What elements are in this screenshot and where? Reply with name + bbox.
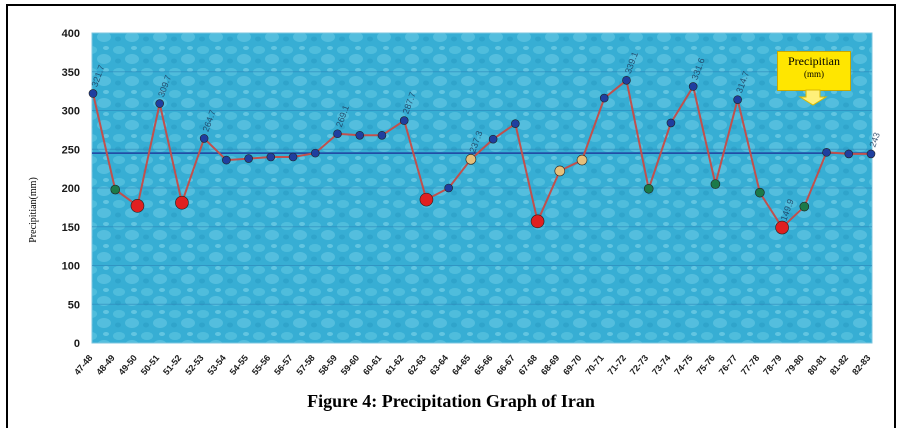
x-tick-label: 64-65 (450, 353, 472, 377)
data-point (688, 82, 698, 91)
x-tick-label: 75-76 (694, 353, 716, 377)
data-point (244, 154, 253, 163)
data-point (844, 149, 854, 159)
y-tick-label: 0 (74, 338, 80, 350)
data-label: 243 (867, 131, 882, 149)
data-point (465, 154, 477, 165)
data-point (822, 148, 831, 157)
data-point (799, 201, 810, 212)
x-tick-label: 70-71 (583, 353, 605, 377)
y-tick-label: 50 (68, 299, 80, 311)
x-tick-label: 55-56 (250, 353, 272, 377)
data-point (710, 179, 721, 189)
data-point (488, 134, 498, 144)
x-tick-label: 81-82 (828, 353, 850, 377)
y-tick-label: 300 (62, 106, 80, 118)
data-point (755, 187, 765, 198)
x-tick-label: 78-79 (761, 353, 783, 377)
legend-unit: (mm) (804, 69, 824, 79)
y-axis: 0 50 100 150 200 250 300 350 400 (62, 28, 80, 350)
data-point (775, 220, 789, 235)
x-tick-label: 68-69 (539, 353, 561, 377)
x-tick-label: 72-73 (628, 353, 650, 377)
legend-title: Precipitian (788, 54, 840, 68)
legend: Precipitian (mm) (777, 51, 851, 91)
data-point (175, 195, 189, 210)
data-point (377, 131, 387, 140)
data-point (511, 119, 520, 128)
x-tick-label: 69-70 (561, 353, 583, 377)
x-tick-label: 54-55 (228, 353, 250, 377)
x-tick-label: 80-81 (806, 353, 828, 377)
data-point (355, 131, 365, 140)
x-tick-label: 63-64 (428, 353, 450, 377)
y-tick-label: 150 (62, 222, 80, 234)
data-point (155, 99, 164, 108)
data-point (530, 214, 545, 229)
series-line (92, 78, 871, 230)
data-point (266, 152, 276, 162)
data-point (288, 152, 298, 162)
y-axis-label: Precipitian(mm) (28, 177, 39, 243)
data-point (599, 93, 609, 103)
x-tick-label: 67-68 (517, 353, 539, 377)
x-tick-label: 71-72 (606, 353, 628, 377)
y-tick-label: 350 (62, 67, 80, 79)
x-tick-label: 60-61 (361, 353, 383, 377)
data-point (444, 183, 453, 193)
x-tick-label: 48-49 (94, 353, 116, 377)
x-tick-label: 66-67 (494, 353, 516, 377)
data-point (733, 95, 742, 104)
figure-frame (6, 4, 896, 428)
data-point (866, 149, 876, 159)
x-tick-label: 52-53 (183, 353, 205, 377)
x-tick-label: 65-66 (472, 353, 494, 377)
x-tick-label: 74-75 (672, 353, 694, 377)
x-tick-label: 79-80 (783, 353, 805, 377)
data-point (88, 89, 98, 98)
data-point (419, 192, 434, 207)
x-tick-label: 61-62 (383, 353, 405, 377)
series-markers (88, 75, 876, 235)
x-tick-label: 56-57 (272, 353, 294, 377)
data-point (622, 75, 631, 85)
y-tick-label: 250 (62, 144, 80, 156)
x-tick-label: 49-50 (117, 353, 139, 377)
data-point (222, 155, 231, 165)
x-tick-label: 59-60 (339, 353, 361, 377)
x-tick-label: 47-48 (72, 353, 94, 377)
data-point (666, 118, 676, 128)
data-point (554, 165, 566, 177)
x-axis: 47-48 48-49 49-50 50-51 51-52 52-53 53-54 54-55… (72, 353, 872, 377)
x-tick-label: 82-83 (850, 353, 872, 377)
x-tick-label: 50-51 (139, 353, 161, 377)
data-point (643, 183, 654, 194)
x-tick-label: 53-54 (205, 353, 227, 377)
x-tick-label: 62-63 (405, 353, 427, 377)
y-tick-label: 100 (62, 261, 80, 273)
x-tick-label: 51-52 (161, 353, 183, 377)
x-tick-label: 73-74 (650, 353, 672, 377)
x-tick-label: 58-59 (317, 353, 339, 377)
figure-caption: Figure 4: Precipitation Graph of Iran (307, 391, 595, 411)
y-tick-label: 200 (62, 183, 80, 195)
data-point (130, 199, 145, 213)
x-tick-label: 57-58 (294, 353, 316, 377)
x-tick-label: 77-78 (739, 353, 761, 377)
data-point (333, 129, 342, 139)
data-point (399, 116, 409, 125)
x-tick-label: 76-77 (717, 353, 739, 377)
data-point (199, 134, 209, 143)
data-point (310, 148, 320, 158)
data-point (110, 184, 121, 195)
data-point (576, 154, 588, 166)
y-tick-label: 400 (62, 28, 80, 40)
